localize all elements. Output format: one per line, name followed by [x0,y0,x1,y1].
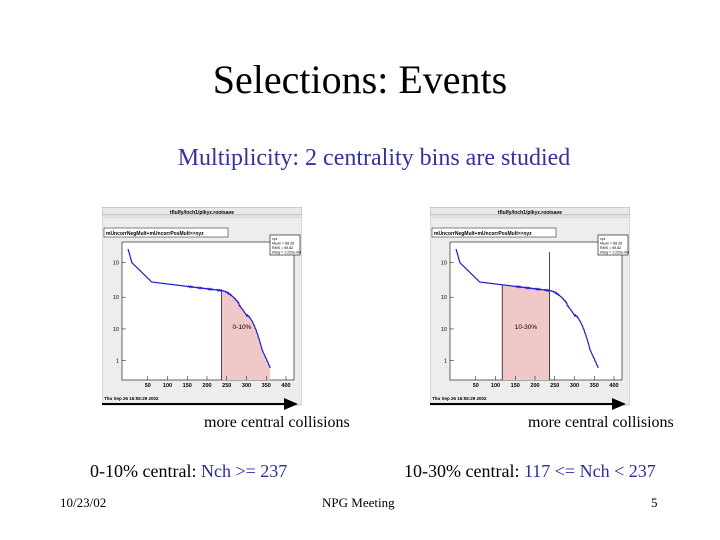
x-tick-label: 200 [530,383,539,389]
stats-line: RMS = 69.82 [600,246,621,250]
histogram-svg-right: tflulfy/inch1/plkyz.rootsave mUncorrNegMu… [430,207,630,406]
x-tick-label: 150 [511,383,520,389]
y-tick-label: 10 [113,261,119,267]
hist-label: mUncorrNegMult+mUncorrPosMult>>xyz [434,231,532,237]
selection-left: 0-10% central: Nch >= 237 [90,460,287,482]
stats-line: xyz [272,237,278,241]
multiplicity-curve [455,248,599,369]
x-tick-label: 100 [491,383,500,389]
selection-left-prefix: 0-10% central: [90,461,201,481]
arrow-right [430,398,626,410]
footer-center: NPG Meeting [322,495,395,510]
x-tick-label: 250 [222,383,231,389]
window-title: tflulfy/inch1/plkyz.rootsave [170,210,234,216]
window-titlebar [102,207,302,216]
footer-page: 5 [651,495,658,510]
timestamp: Thu Sep 26 16:55:29 2002 [104,396,159,401]
selection-right-value: 117 <= Nch < 237 [523,461,656,481]
histogram-svg-left: tflulfy/inch1/plkyz.rootsave mUncorrNegMu… [102,207,302,406]
y-tick-label: 10 [441,295,447,301]
y-tick-label: 10 [441,261,447,267]
stats-line: xyz [600,237,606,241]
footer-date: 10/23/02 [60,495,107,510]
hist-label-box [431,227,557,238]
stats-box [597,234,629,256]
y-tick-label: 10 [113,295,119,301]
selection-left-value: Nch >= 237 [200,461,288,481]
y-tick-label: 10 [441,327,447,333]
region-label: 10-30% [515,324,538,331]
x-tick-label: 350 [262,383,271,389]
caption-left: more central collisions [204,414,350,431]
slide-title: Selections: Events [212,57,508,102]
hist-label-box [103,227,229,238]
histogram-plot-right: tflulfy/inch1/plkyz.rootsave mUncorrNegMu… [430,207,630,407]
stats-box [269,234,301,256]
region-label: 0-10% [233,324,252,331]
hist-label: mUncorrNegMult+mUncorrPosMult>>xyz [106,231,204,237]
y-tick-label: 1 [116,359,119,365]
region-fill [502,284,550,380]
x-tick-label: 350 [590,383,599,389]
timestamp: Thu Sep 26 16:55:29 2002 [432,396,487,401]
caption-right: more central collisions [528,414,674,431]
region-fill [221,290,271,380]
multiplicity-curve [127,248,271,369]
arrow-left [102,398,298,410]
plot-frame [121,241,295,381]
stats-line: RMS = 69.82 [272,246,293,250]
stats-line: Integ = 1.222e+06 [272,251,301,255]
slide-subtitle: Multiplicity: 2 centrality bins are stud… [177,145,571,171]
x-tick-label: 50 [473,383,479,389]
x-tick-label: 400 [609,383,618,389]
x-tick-label: 200 [202,383,211,389]
x-tick-label: 100 [163,383,172,389]
window-title: tflulfy/inch1/plkyz.rootsave [498,210,562,216]
histogram-plot-left: tflulfy/inch1/plkyz.rootsave mUncorrNegMu… [102,207,302,407]
y-tick-label: 1 [444,359,447,365]
selection-right: 10-30% central: 117 <= Nch < 237 [404,460,656,482]
x-tick-label: 300 [570,383,579,389]
x-tick-label: 150 [183,383,192,389]
x-tick-label: 400 [281,383,290,389]
y-tick-label: 10 [113,327,119,333]
stats-line: Integ = 1.222e+06 [600,251,629,255]
selection-right-prefix: 10-30% central: [404,461,524,481]
x-tick-label: 50 [145,383,151,389]
stats-line: Mean = 88.28 [600,242,622,246]
x-tick-label: 300 [242,383,251,389]
stats-line: Mean = 88.28 [272,242,294,246]
window-titlebar [430,207,630,216]
x-tick-label: 250 [550,383,559,389]
